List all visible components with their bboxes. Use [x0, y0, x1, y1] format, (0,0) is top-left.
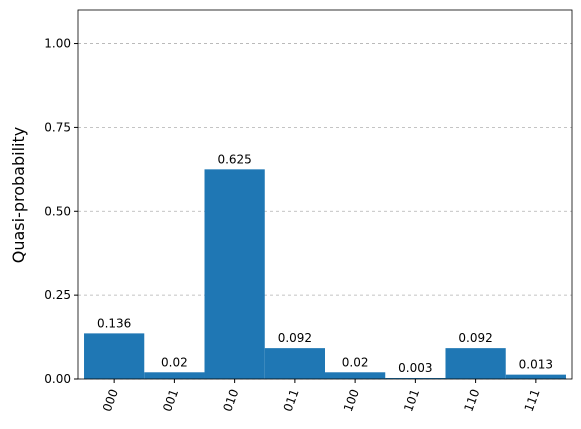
value-label: 0.02: [161, 355, 188, 369]
bar: [385, 377, 446, 379]
value-label: 0.02: [342, 355, 369, 369]
value-label: 0.003: [398, 361, 432, 375]
y-tick-label: 0.25: [44, 288, 71, 302]
bar: [505, 374, 566, 379]
x-tick-label: 100: [341, 387, 362, 413]
x-tick-label: 011: [281, 387, 302, 413]
y-axis-label: Quasi-probability: [9, 127, 28, 263]
x-tick-label: 110: [461, 387, 482, 413]
value-label: 0.625: [217, 152, 251, 166]
x-tick-label: 000: [100, 387, 121, 413]
bar: [144, 372, 205, 379]
value-label: 0.092: [278, 331, 312, 345]
value-label: 0.013: [519, 358, 553, 372]
y-tick-label: 1.00: [44, 37, 71, 51]
bar: [325, 372, 386, 379]
value-label: 0.092: [458, 331, 492, 345]
x-tick-label: 010: [220, 387, 241, 413]
bar: [264, 348, 325, 379]
bar: [84, 333, 145, 379]
y-tick-label: 0.50: [44, 204, 71, 218]
x-tick-label: 111: [522, 387, 543, 413]
y-tick-label: 0.75: [44, 120, 71, 134]
value-label: 0.136: [97, 316, 131, 330]
plot-frame: [77, 9, 573, 380]
bar: [445, 348, 506, 379]
x-tick-label: 001: [160, 387, 181, 413]
y-tick-label: 0.00: [44, 372, 71, 386]
bar: [204, 169, 265, 379]
x-tick-label: 101: [401, 387, 422, 413]
